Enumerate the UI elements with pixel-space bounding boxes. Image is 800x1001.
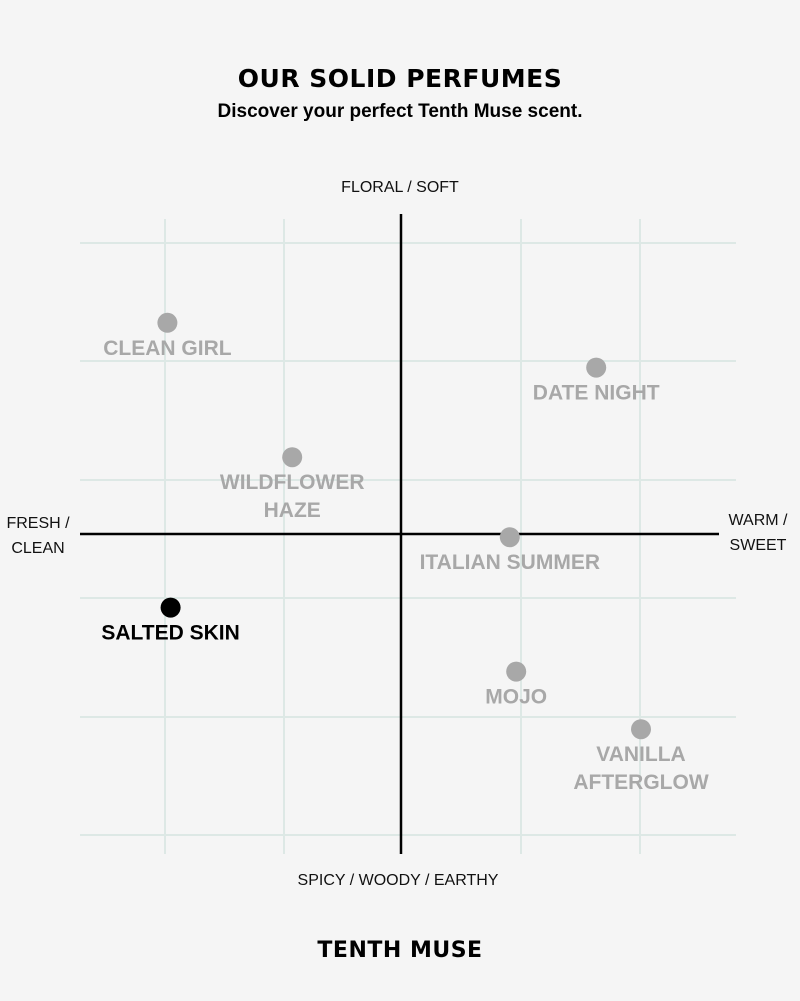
- scent-label-clean-girl: CLEAN GIRL: [103, 337, 232, 360]
- axis-label-left-line: FRESH /: [6, 515, 70, 532]
- axis-label-top: FLORAL / SOFT: [341, 179, 459, 196]
- page-subtitle: Discover your perfect Tenth Muse scent.: [217, 101, 583, 122]
- axis-labels: FLORAL / SOFT SPICY / WOODY / EARTHY FRESH…: [6, 179, 788, 889]
- axis-label-right-line: WARM /: [729, 512, 789, 529]
- scent-point-italian-summer: [499, 527, 520, 548]
- scent-point-wildflower-haze: [282, 447, 303, 468]
- axis-label-right-line: SWEET: [730, 537, 787, 554]
- scent-label-salted-skin: SALTED SKIN: [101, 622, 239, 645]
- scent-point-vanilla-afterglow: [631, 719, 651, 740]
- scent-points: CLEAN GIRL DATE NIGHT WILDFLOWER HAZE ITALIA…: [101, 312, 709, 794]
- scent-label-italian-summer: ITALIAN SUMMER: [420, 551, 600, 574]
- scent-point-clean-girl: [157, 312, 178, 333]
- scent-point-date-night: [586, 357, 607, 378]
- scent-point-salted-skin: [160, 597, 181, 618]
- scent-label-wildflower-haze: WILDFLOWER: [220, 471, 365, 494]
- scent-label-date-night: DATE NIGHT: [533, 382, 660, 405]
- page-title: OUR SOLID PERFUMES: [237, 64, 563, 93]
- scent-label-vanilla-afterglow: AFTERGLOW: [573, 771, 708, 794]
- brand-logo-text: TENTH MUSE: [317, 938, 483, 963]
- axis-label-left-line: CLEAN: [11, 540, 64, 557]
- axis-label-bottom: SPICY / WOODY / EARTHY: [298, 872, 499, 889]
- chart-grid: [80, 219, 736, 854]
- chart-axes: [80, 214, 719, 854]
- scent-label-mojo: MOJO: [485, 686, 547, 709]
- scent-label-wildflower-haze: HAZE: [264, 499, 321, 522]
- scent-point-mojo: [506, 661, 527, 682]
- scent-label-vanilla-afterglow: VANILLA: [596, 743, 685, 766]
